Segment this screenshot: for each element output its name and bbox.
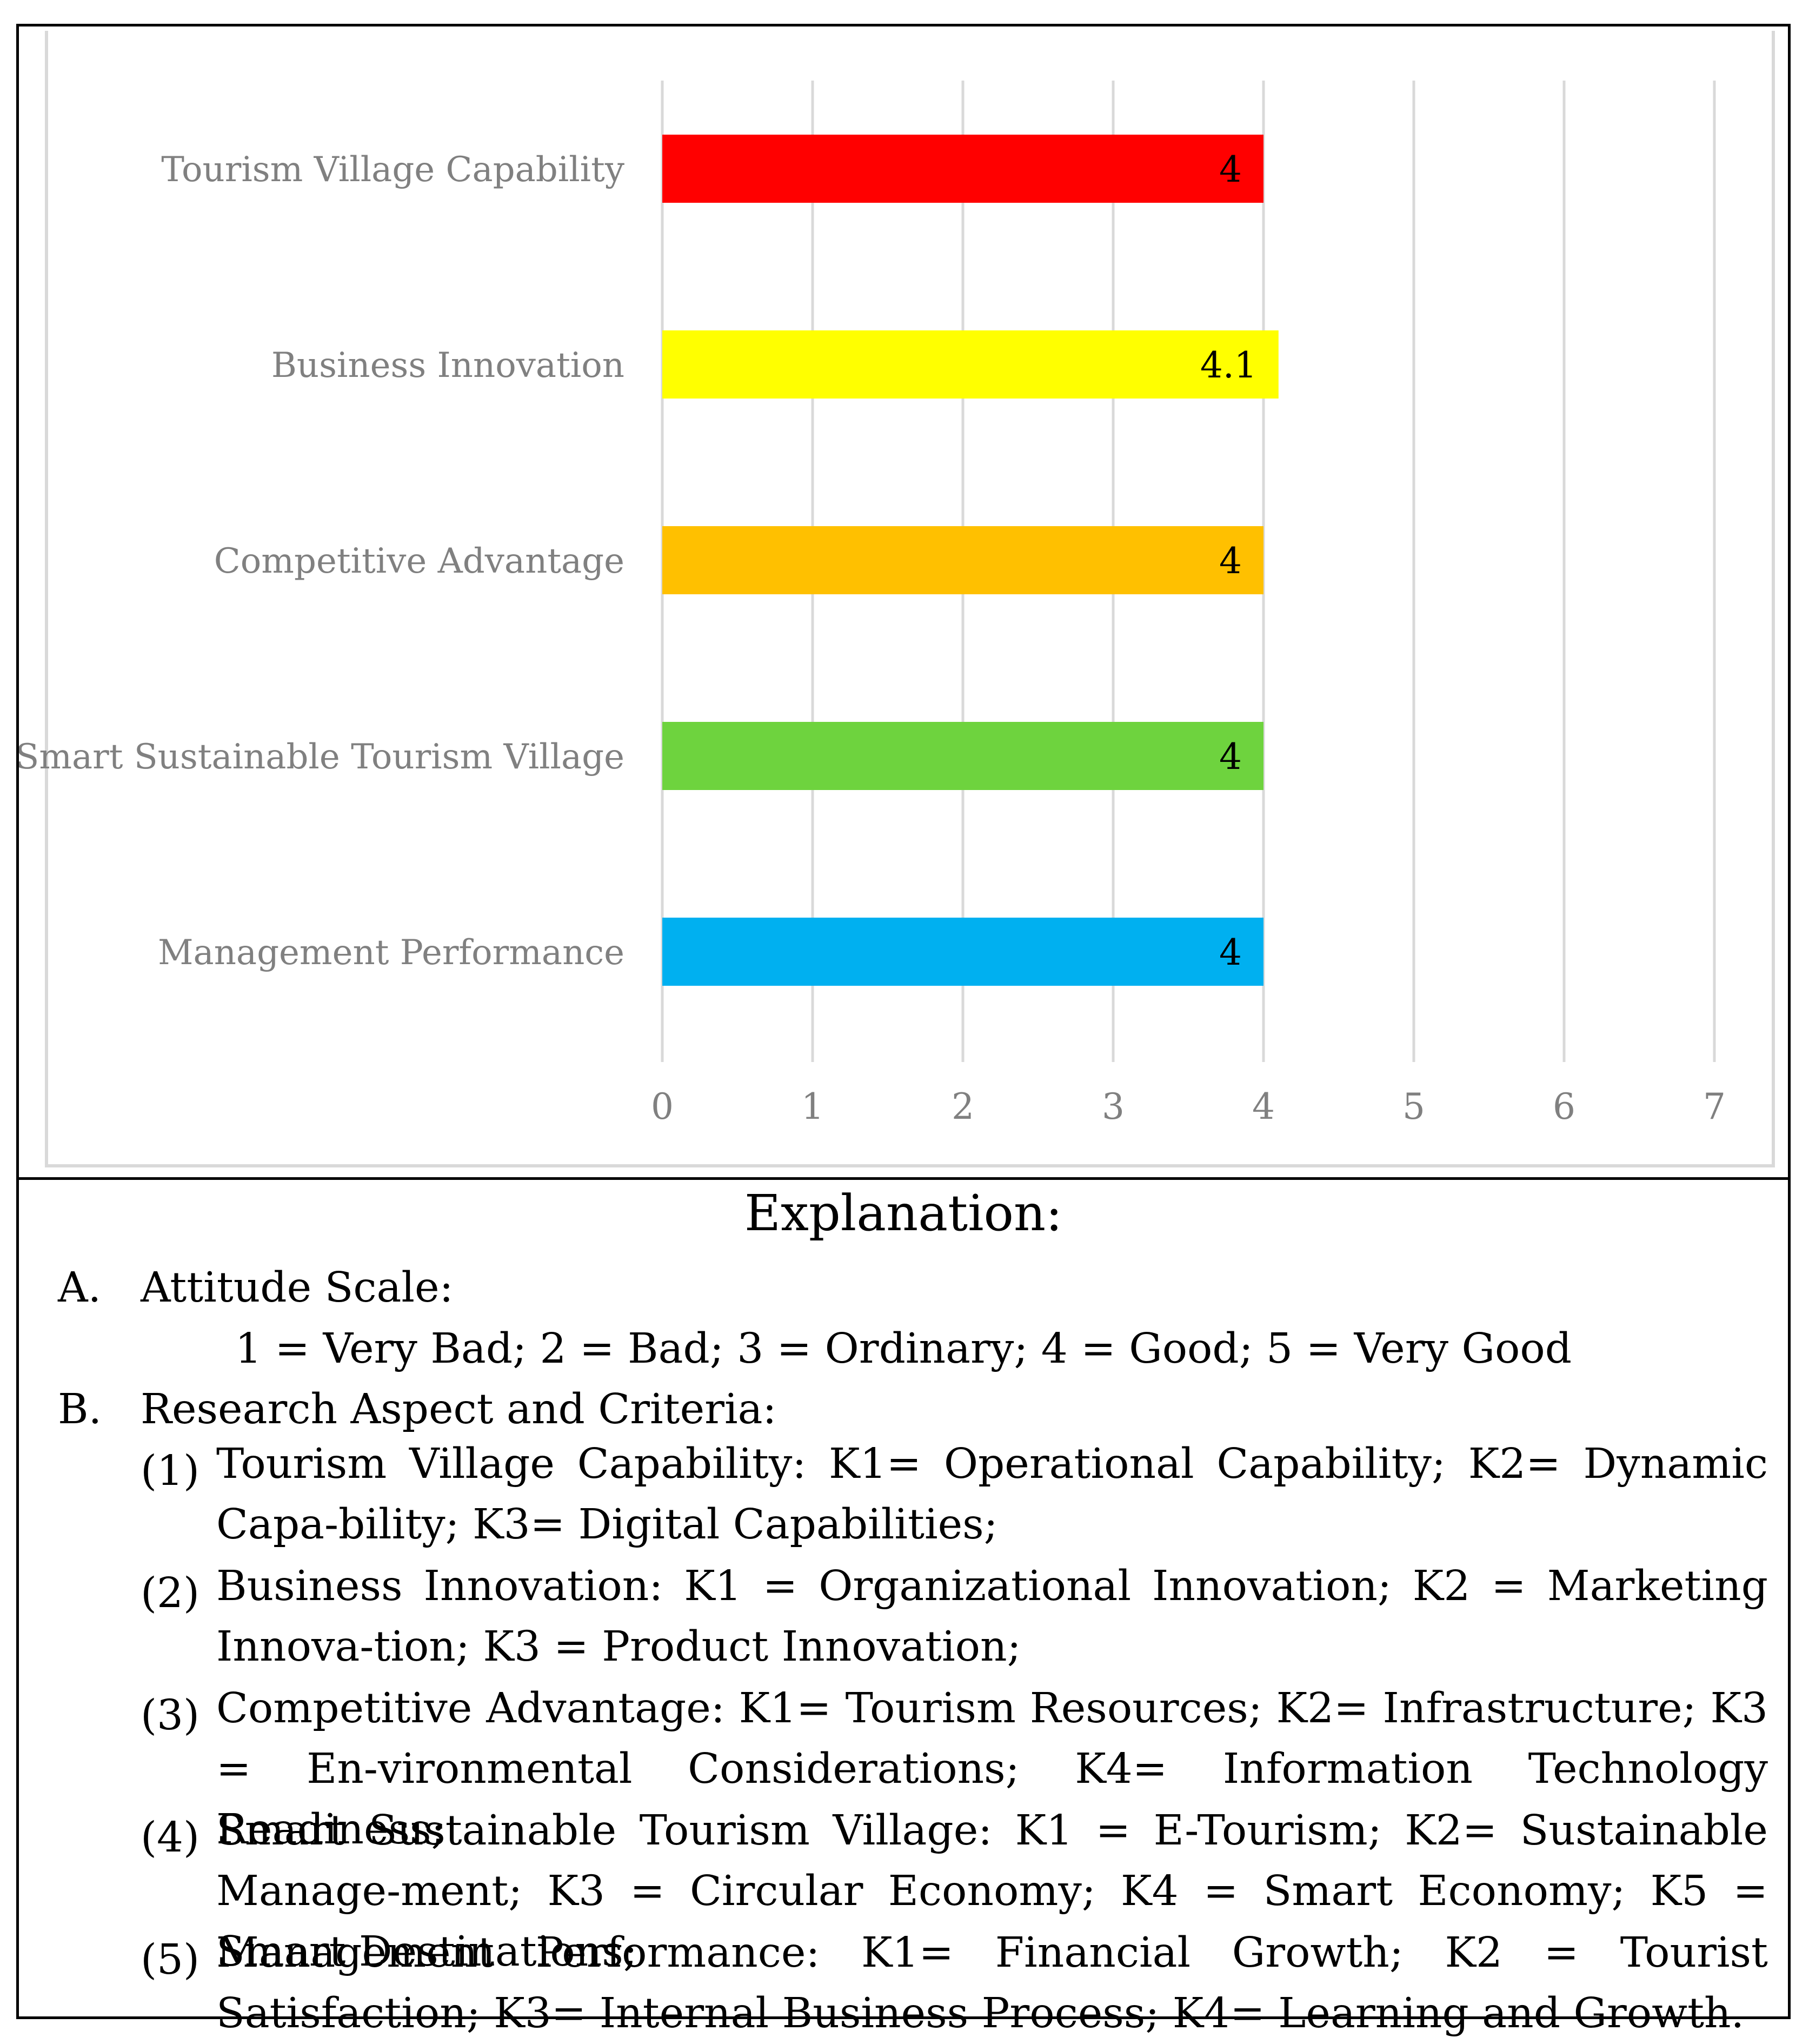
bar-4	[662, 722, 1263, 790]
criteria-number: (4)	[141, 1814, 200, 1862]
category-label: Competitive Advantage	[214, 541, 624, 581]
data-label: 4	[1219, 540, 1242, 582]
category-label: Business Innovation	[271, 346, 624, 386]
x-tick-label: 4	[1252, 1086, 1275, 1127]
x-tick-label: 2	[952, 1086, 974, 1127]
explanation-title: Explanation:	[744, 1184, 1063, 1242]
criteria-number: (5)	[141, 1936, 200, 1984]
category-label: Management Performance	[158, 933, 624, 973]
bar-5	[662, 918, 1263, 986]
section-a-marker: A.	[58, 1264, 102, 1312]
data-label: 4	[1219, 932, 1242, 973]
data-label: 4	[1219, 149, 1242, 190]
criteria-number: (2)	[141, 1569, 200, 1617]
x-tick-label: 0	[651, 1086, 674, 1127]
section-b-marker: B.	[58, 1385, 102, 1434]
x-tick-label: 7	[1703, 1086, 1726, 1127]
explanation-panel: Explanation: A. Attitude Scale: 1 = Very…	[19, 1180, 1788, 2038]
x-tick-label: 3	[1102, 1086, 1125, 1127]
criteria-text: Management Performance: K1= Financial Gr…	[216, 1929, 1768, 2038]
criteria-text: Competitive Advantage: K1= Tourism Resou…	[216, 1684, 1768, 1854]
category-label: Tourism Village Capability	[161, 150, 624, 190]
chart-plot-border	[45, 31, 1775, 1167]
bar-3	[662, 526, 1263, 594]
chart-panel: 0 1 2 3 4 5 6 7 Tourism Village Capability 4 Busin…	[19, 26, 1788, 1180]
category-label: Smart Sustainable Tourism Village	[19, 737, 624, 777]
bar-2	[662, 330, 1279, 399]
attitude-scale-text: 1 = Very Bad; 2 = Bad; 3 = Ordinary; 4 =…	[235, 1325, 1572, 1373]
criteria-text: Smart Sustainable Tourism Village: K1 = …	[216, 1807, 1768, 1976]
x-tick-label: 6	[1553, 1086, 1575, 1127]
data-label: 4	[1219, 736, 1242, 778]
criteria-text: Tourism Village Capability: K1= Operatio…	[216, 1440, 1768, 1549]
x-tick-label: 1	[801, 1086, 824, 1127]
data-label: 4.1	[1200, 344, 1257, 386]
bar-1	[662, 135, 1263, 203]
criteria-number: (1)	[141, 1447, 200, 1495]
section-a-label: Attitude Scale:	[141, 1264, 454, 1312]
figure-frame: 0 1 2 3 4 5 6 7 Tourism Village Capability 4 Busin…	[16, 24, 1791, 2038]
x-tick-label: 5	[1402, 1086, 1425, 1127]
criteria-number: (3)	[141, 1691, 200, 1740]
bar-chart: 0 1 2 3 4 5 6 7 Tourism Village Capability 4 Busin…	[19, 81, 1726, 1127]
section-b-label: Research Aspect and Criteria:	[141, 1385, 777, 1434]
criteria-text: Business Innovation: K1 = Organizational…	[216, 1562, 1768, 1671]
